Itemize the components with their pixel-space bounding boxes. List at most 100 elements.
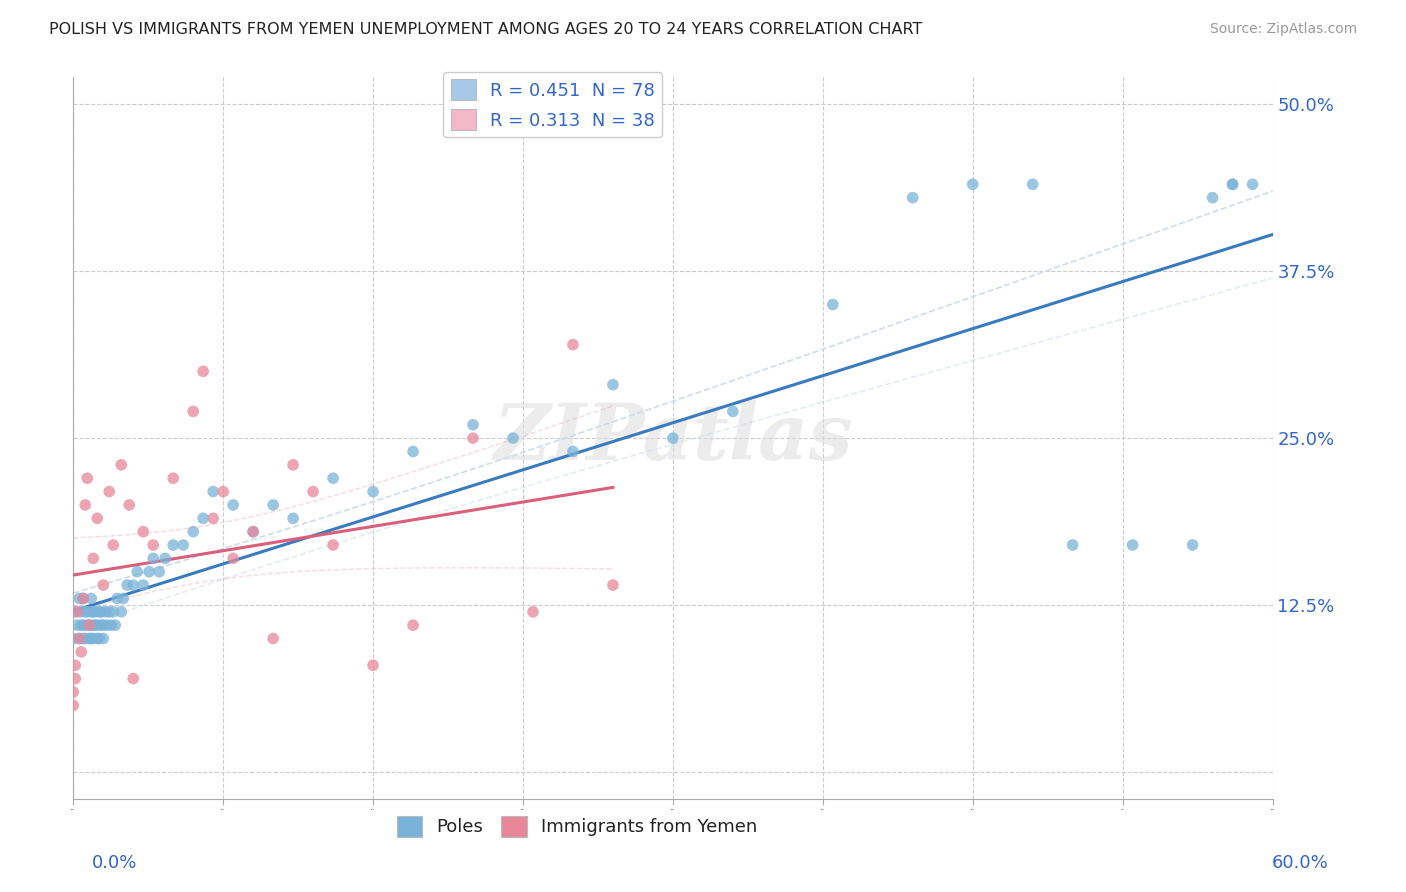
Point <box>103 605 125 619</box>
Point <box>98 484 121 499</box>
Point <box>191 511 214 525</box>
Point <box>76 605 98 619</box>
Point <box>461 417 484 432</box>
Point <box>77 618 100 632</box>
Point <box>70 605 93 619</box>
Point <box>122 672 145 686</box>
Point <box>162 538 184 552</box>
Point <box>82 605 104 619</box>
Point <box>1062 538 1084 552</box>
Point <box>80 605 103 619</box>
Point <box>110 458 132 472</box>
Point <box>77 618 100 632</box>
Point <box>361 484 384 499</box>
Point <box>281 511 304 525</box>
Point <box>70 618 93 632</box>
Point <box>75 605 97 619</box>
Point <box>162 471 184 485</box>
Point <box>191 364 214 378</box>
Point <box>262 498 284 512</box>
Point <box>89 605 111 619</box>
Point <box>89 632 111 646</box>
Point <box>322 471 344 485</box>
Point <box>72 591 94 606</box>
Point <box>322 538 344 552</box>
Point <box>1181 538 1204 552</box>
Point <box>662 431 685 445</box>
Point <box>72 632 94 646</box>
Point <box>402 444 425 458</box>
Point <box>86 632 108 646</box>
Point <box>72 591 94 606</box>
Text: ZIPatlas: ZIPatlas <box>494 400 852 476</box>
Point <box>104 618 127 632</box>
Point <box>67 632 90 646</box>
Point <box>1122 538 1144 552</box>
Point <box>302 484 325 499</box>
Point <box>75 632 97 646</box>
Text: 0.0%: 0.0% <box>91 855 136 872</box>
Point <box>103 538 125 552</box>
Point <box>86 511 108 525</box>
Point <box>72 618 94 632</box>
Point <box>1201 191 1223 205</box>
Point <box>561 444 583 458</box>
Point <box>502 431 524 445</box>
Point <box>91 578 114 592</box>
Point <box>90 618 112 632</box>
Text: 60.0%: 60.0% <box>1272 855 1329 872</box>
Point <box>1222 178 1244 192</box>
Point <box>115 578 138 592</box>
Point <box>172 538 194 552</box>
Point <box>281 458 304 472</box>
Point <box>66 605 89 619</box>
Point <box>181 404 204 418</box>
Point <box>242 524 264 539</box>
Point <box>112 591 135 606</box>
Point <box>62 685 84 699</box>
Point <box>90 605 112 619</box>
Point <box>222 551 245 566</box>
Point <box>262 632 284 646</box>
Point <box>91 618 114 632</box>
Point <box>77 632 100 646</box>
Point <box>62 632 84 646</box>
Point <box>561 337 583 351</box>
Point <box>901 191 924 205</box>
Point <box>80 632 103 646</box>
Point <box>75 498 97 512</box>
Point <box>242 524 264 539</box>
Point <box>402 618 425 632</box>
Point <box>181 524 204 539</box>
Point <box>82 618 104 632</box>
Point <box>84 618 107 632</box>
Point <box>142 538 165 552</box>
Point <box>202 484 225 499</box>
Point <box>138 565 160 579</box>
Point <box>118 498 141 512</box>
Point <box>100 618 122 632</box>
Point <box>110 605 132 619</box>
Point <box>76 471 98 485</box>
Point <box>67 591 90 606</box>
Point <box>98 605 121 619</box>
Point <box>222 498 245 512</box>
Point <box>122 578 145 592</box>
Point <box>153 551 176 566</box>
Point <box>76 618 98 632</box>
Point <box>62 698 84 713</box>
Point <box>962 178 984 192</box>
Point <box>212 484 235 499</box>
Point <box>65 658 87 673</box>
Point <box>602 578 624 592</box>
Point <box>202 511 225 525</box>
Legend: Poles, Immigrants from Yemen: Poles, Immigrants from Yemen <box>389 809 765 844</box>
Point <box>91 632 114 646</box>
Point <box>105 591 128 606</box>
Point <box>142 551 165 566</box>
Point <box>84 605 107 619</box>
Point <box>602 377 624 392</box>
Point <box>82 632 104 646</box>
Point <box>80 591 103 606</box>
Point <box>66 618 89 632</box>
